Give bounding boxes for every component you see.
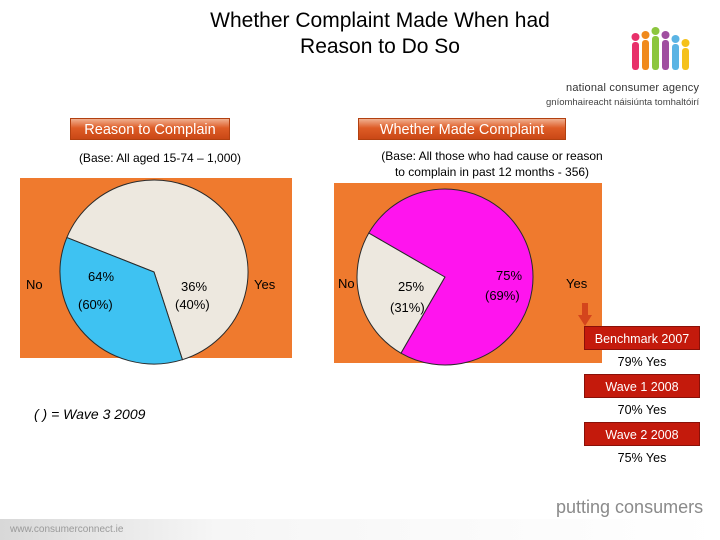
- chart-right-title: Whether Made Complaint: [358, 118, 566, 140]
- wave2-2008-value: 75% Yes: [617, 451, 667, 465]
- pie-right-prev-yes: (69%): [485, 288, 520, 303]
- benchmark-2007-value: 79% Yes: [617, 355, 667, 369]
- chart-right-base-line1: (Base: All those who had cause or reason: [381, 149, 603, 163]
- wave-footnote: ( ) = Wave 3 2009: [34, 406, 146, 422]
- pie-left-value-yes: 36%: [181, 279, 208, 294]
- pie-right-slice-yes: [368, 188, 534, 366]
- pie-right-label-yes: Yes: [566, 276, 588, 291]
- pie-left-label-yes: Yes: [254, 277, 276, 292]
- chart-right-base: (Base: All those who had cause or reason…: [320, 148, 664, 180]
- pie-right-value-yes: 75%: [496, 268, 523, 283]
- chart-left-title: Reason to Complain: [70, 118, 230, 140]
- pie-left-label-no: No: [26, 277, 43, 292]
- pie-left-slice-yes: [59, 236, 184, 365]
- agency-logo: [631, 27, 690, 70]
- agency-name-irish: gníomhaireacht náisiúnta tomhaltóirí: [546, 97, 700, 108]
- pie-right-value-no: 25%: [398, 279, 425, 294]
- pie-chart-right: [356, 188, 534, 366]
- pie-left-value-no: 64%: [88, 269, 115, 284]
- pie-chart-left: [59, 179, 249, 365]
- chart-right-base-line2: to complain in past 12 months - 356): [394, 165, 590, 179]
- down-arrow-icon: [578, 303, 592, 326]
- pie-right-prev-no: (31%): [390, 300, 425, 315]
- benchmark-2007-header: Benchmark 2007: [584, 326, 700, 350]
- benchmark-panel: Benchmark 2007 79% Yes Wave 1 2008 70% Y…: [584, 326, 700, 470]
- pie-left-prev-yes: (40%): [175, 297, 210, 312]
- wave1-2008-header: Wave 1 2008: [584, 374, 700, 398]
- pie-right-slice-no: [356, 232, 446, 354]
- logo-figures: [631, 27, 690, 70]
- pie-right-label-no: No: [338, 276, 355, 291]
- page-title: Whether Complaint Made When had Reason t…: [120, 8, 640, 60]
- agency-name: national consumer agency: [566, 82, 700, 94]
- chart-left-base: (Base: All aged 15-74 – 1,000): [78, 151, 242, 165]
- pie-left-prev-no: (60%): [78, 297, 113, 312]
- title-line-2: Reason to Do So: [300, 35, 460, 58]
- footer-bar: [0, 519, 720, 540]
- wave2-2008-header: Wave 2 2008: [584, 422, 700, 446]
- pie-left-slice-no: [66, 179, 249, 361]
- title-line-1: Whether Complaint Made When had: [210, 9, 550, 32]
- wave1-2008-value: 70% Yes: [617, 403, 667, 417]
- footer-url: www.consumerconnect.ie: [10, 524, 124, 535]
